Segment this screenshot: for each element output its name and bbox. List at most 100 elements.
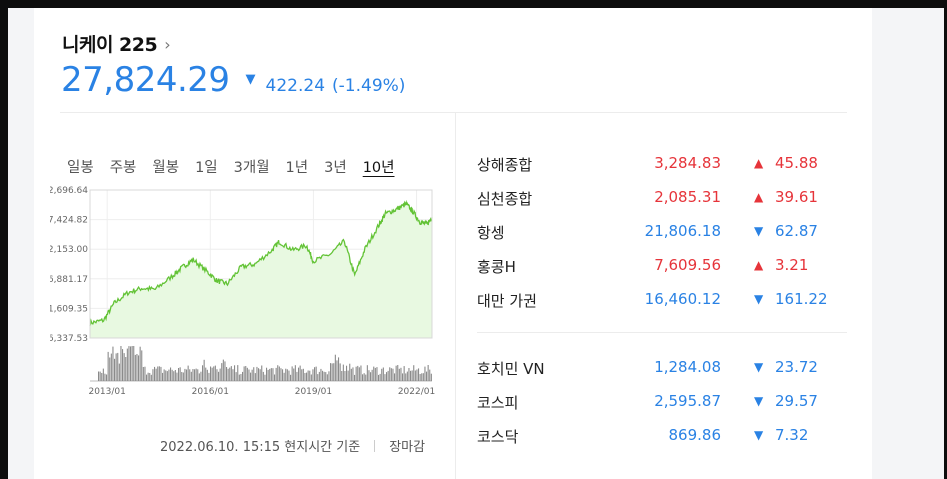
- tab-10year[interactable]: 10년: [362, 160, 395, 176]
- volume-bar: [358, 367, 360, 381]
- volume-bar: [349, 363, 351, 381]
- volume-bar: [200, 371, 202, 381]
- volume-bar: [301, 369, 303, 381]
- index-title-link[interactable]: 니케이 225 ›: [62, 30, 171, 57]
- y-tick-label: 11,609.35: [50, 304, 88, 314]
- down-triangle-icon: ▼: [754, 428, 764, 442]
- chevron-right-icon[interactable]: ›: [164, 34, 171, 54]
- volume-bar: [382, 367, 384, 381]
- index-row-shanghai[interactable]: 상해종합 3,284.83 ▲ 45.88: [477, 154, 847, 188]
- volume-bar: [395, 365, 397, 381]
- volume-bar: [242, 371, 244, 381]
- volume-bar: [160, 366, 162, 381]
- index-name[interactable]: 대만 가권: [477, 292, 537, 310]
- price-line: [89, 199, 433, 326]
- volume-bar: [250, 372, 252, 381]
- index-name[interactable]: 상해종합: [477, 156, 533, 174]
- volume-bar: [243, 366, 245, 381]
- volume-bar: [331, 363, 333, 381]
- volume-bar: [326, 374, 328, 381]
- volume-bar: [139, 346, 141, 381]
- tab-daily[interactable]: 일봉: [67, 160, 94, 176]
- index-row-shenzhen[interactable]: 심천종합 2,085.31 ▲ 39.61: [477, 188, 847, 222]
- volume-bar: [354, 374, 356, 381]
- volume-bar: [376, 367, 378, 381]
- volume-bar: [266, 367, 268, 381]
- volume-bar: [286, 369, 288, 381]
- volume-bar: [410, 370, 412, 381]
- volume-bar: [192, 369, 194, 381]
- volume-bar: [216, 369, 218, 381]
- volume-bar: [155, 368, 157, 381]
- index-name[interactable]: 홍콩H: [477, 258, 516, 276]
- y-axis-ticks: 32,696.64 27,424.82 22,153.00 16,881.17 11,6…: [50, 186, 88, 344]
- divider: [60, 112, 847, 113]
- volume-bar: [202, 365, 204, 381]
- tab-monthly[interactable]: 월봉: [152, 160, 180, 176]
- volume-bar: [318, 371, 320, 381]
- chart-footer: 2022.06.10. 15:15 현지시간 기준 장마감: [160, 436, 425, 455]
- volume-bar: [360, 365, 362, 381]
- index-name[interactable]: 코스피: [477, 394, 519, 412]
- volume-bar: [232, 369, 234, 381]
- index-name[interactable]: 심천종합: [477, 190, 533, 208]
- volume-bar: [109, 357, 111, 381]
- tab-3month[interactable]: 3개월: [233, 160, 270, 176]
- index-name[interactable]: 호치민 VN: [477, 360, 545, 378]
- volume-bar: [136, 354, 138, 381]
- volume-bar: [352, 367, 354, 381]
- tab-weekly[interactable]: 주봉: [109, 160, 137, 176]
- volume-bar: [162, 372, 164, 381]
- tab-1year[interactable]: 1년: [285, 160, 309, 176]
- index-value: 16,460.12: [644, 290, 721, 308]
- volume-bar: [302, 368, 304, 381]
- volume-bar: [170, 367, 172, 381]
- index-row-taiwan[interactable]: 대만 가권 16,460.12 ▼ 161.22: [477, 290, 847, 324]
- index-row-kosdaq[interactable]: 코스닥 869.86 ▼ 7.32: [477, 426, 847, 460]
- down-triangle-icon: ▼: [754, 394, 764, 408]
- volume-bar: [144, 366, 146, 381]
- price-chart[interactable]: 32,696.64 27,424.82 22,153.00 16,881.17 11,6…: [50, 186, 440, 396]
- volume-bar: [147, 372, 149, 381]
- volume-bar: [222, 359, 224, 381]
- volume-bar: [307, 370, 309, 381]
- volume-bar: [128, 346, 130, 381]
- divider: [477, 332, 847, 333]
- volume-bar: [248, 369, 250, 381]
- volume-bar: [118, 363, 120, 381]
- index-row-hangseng[interactable]: 항셍 21,806.18 ▼ 62.87: [477, 222, 847, 256]
- volume-bar: [398, 368, 400, 381]
- volume-bar: [126, 348, 128, 381]
- down-triangle-icon: ▼: [754, 360, 764, 374]
- volume-bar: [394, 373, 396, 381]
- index-name[interactable]: 코스닥: [477, 428, 519, 446]
- separator: [374, 439, 376, 452]
- index-row-hongkong-h[interactable]: 홍콩H 7,609.56 ▲ 3.21: [477, 256, 847, 290]
- volume-bar: [104, 373, 106, 381]
- volume-bar: [405, 373, 407, 381]
- tab-1day[interactable]: 1일: [195, 160, 218, 176]
- volume-bar: [115, 353, 117, 381]
- up-triangle-icon: ▲: [754, 156, 764, 170]
- volume-bar: [134, 354, 136, 381]
- price-change: 422.24: [265, 76, 326, 96]
- volume-bar: [312, 369, 314, 381]
- volume-bar: [381, 368, 383, 381]
- tab-3year[interactable]: 3년: [324, 160, 347, 176]
- volume-bar: [133, 346, 135, 381]
- current-price: 27,824.29: [61, 60, 230, 100]
- index-value: 2,595.87: [654, 392, 721, 410]
- volume-bar: [306, 372, 308, 381]
- volume-bar: [149, 373, 151, 381]
- volume-bar: [424, 366, 426, 381]
- index-row-kospi[interactable]: 코스피 2,595.87 ▼ 29.57: [477, 392, 847, 426]
- volume-bar: [141, 350, 143, 381]
- index-name[interactable]: 항셍: [477, 224, 505, 242]
- volume-bar: [274, 374, 276, 381]
- volume-bar: [269, 368, 271, 381]
- volume-bar: [112, 346, 114, 381]
- volume-bar: [282, 369, 284, 381]
- index-row-hochiminh[interactable]: 호치민 VN 1,284.08 ▼ 23.72: [477, 358, 847, 392]
- volume-bar: [106, 374, 108, 381]
- index-title[interactable]: 니케이 225: [62, 34, 158, 56]
